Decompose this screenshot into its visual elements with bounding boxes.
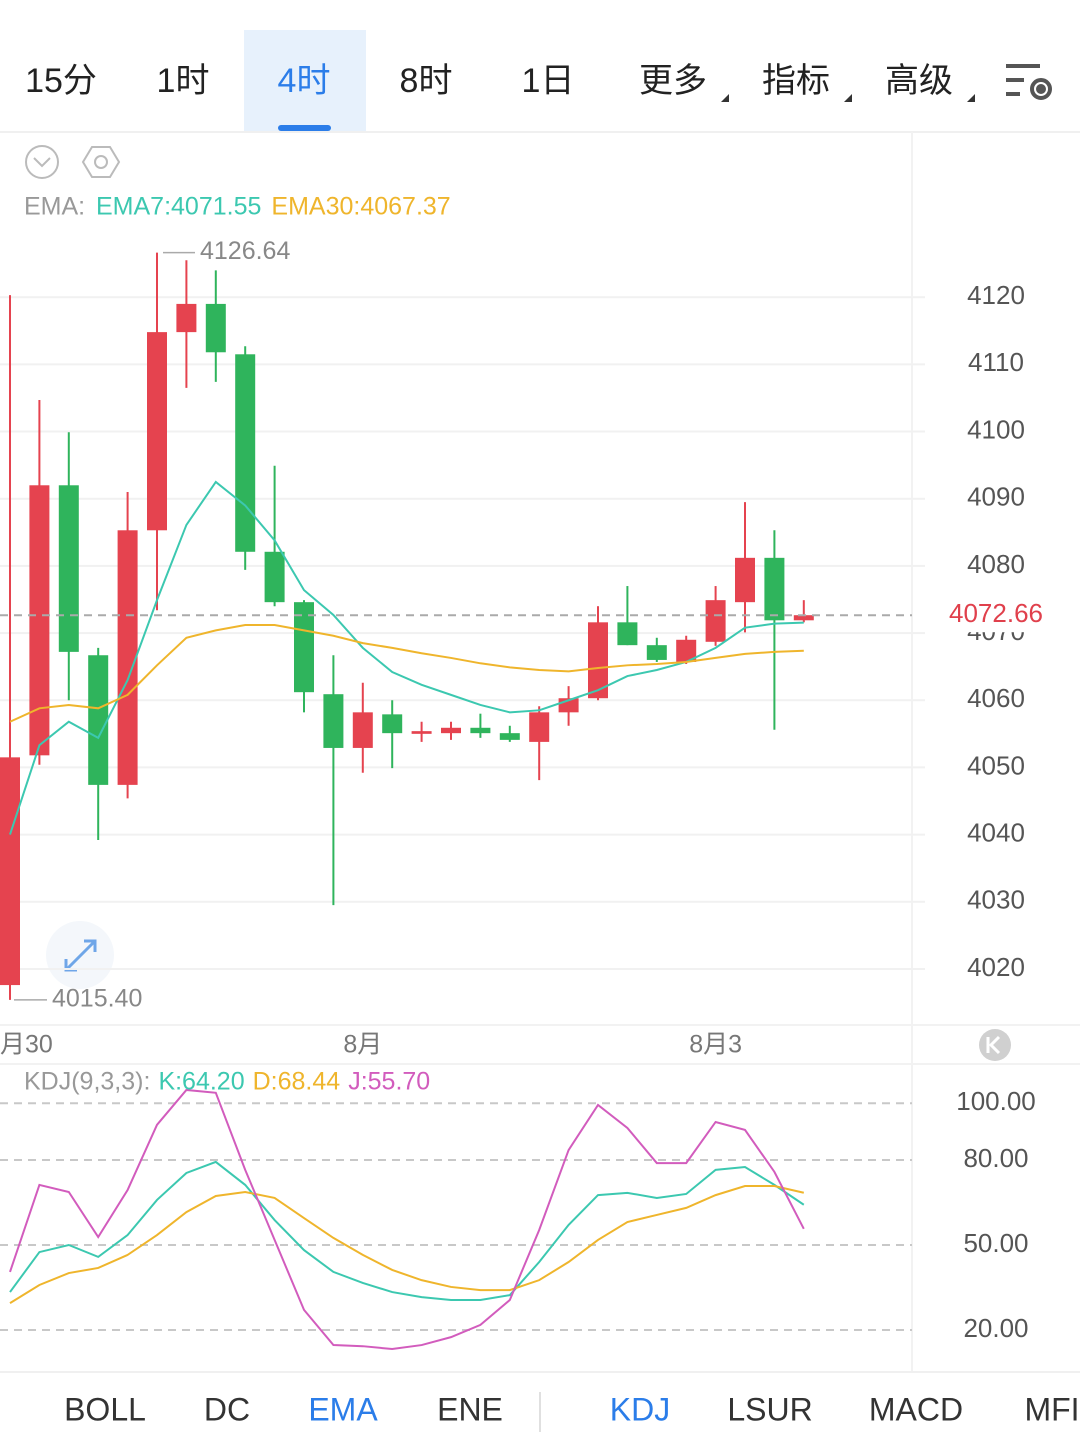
y-tick-label: 100.00 xyxy=(956,1086,1036,1116)
candle-body xyxy=(588,622,608,699)
candle-body xyxy=(264,551,285,603)
y-tick-label: 4110 xyxy=(968,347,1024,377)
candle-body xyxy=(117,530,138,785)
candle-body xyxy=(352,712,373,748)
settings-icon[interactable] xyxy=(1006,64,1052,100)
active-tab-underline xyxy=(278,125,331,131)
candle-body xyxy=(323,694,344,748)
timeframe-tab[interactable]: 指标 xyxy=(762,62,830,100)
candle-body xyxy=(470,727,491,734)
x-tick-label: 8月 xyxy=(343,1031,382,1059)
candle-body xyxy=(147,332,167,531)
candle-body xyxy=(382,714,403,734)
last-price-label: 4072.66 xyxy=(949,598,1043,628)
legend-entry: K:64.20 xyxy=(158,1068,244,1096)
candle-body xyxy=(235,354,256,552)
y-tick-label: 4090 xyxy=(967,482,1025,512)
timeframe-tab[interactable]: 高级 xyxy=(885,62,953,100)
candle-body xyxy=(0,757,20,986)
y-tick-label: 4100 xyxy=(967,414,1025,444)
y-tick-label: 80.00 xyxy=(963,1143,1028,1173)
dropdown-caret xyxy=(967,94,975,102)
timeframe-tab[interactable]: 4时 xyxy=(278,62,331,100)
last-price-bg xyxy=(925,598,1075,633)
ema-line xyxy=(9,480,804,835)
expand-icon[interactable] xyxy=(46,921,114,989)
indicator-tab[interactable]: KDJ xyxy=(610,1391,670,1427)
indicator-tab[interactable]: ENE xyxy=(437,1391,503,1427)
candle-body xyxy=(441,727,461,734)
candle-body xyxy=(294,602,314,693)
indicator-tab[interactable]: LSUR xyxy=(727,1391,812,1427)
dropdown-caret xyxy=(721,94,729,102)
x-tick-label: 8月3 xyxy=(689,1031,742,1059)
candle-body xyxy=(411,731,432,734)
y-tick-label: 4060 xyxy=(967,683,1025,713)
legend-entry: EMA30:4067.37 xyxy=(271,193,450,221)
candle-body xyxy=(646,645,667,660)
candle-body xyxy=(205,303,226,353)
indicator-tab[interactable]: DC xyxy=(204,1391,250,1427)
indicator-tab[interactable]: BOLL xyxy=(64,1391,146,1427)
legend-entry: J:55.70 xyxy=(348,1068,430,1096)
y-tick-label: 4080 xyxy=(967,549,1025,579)
min-label: 4015.40 xyxy=(52,984,142,1012)
candle-body xyxy=(499,733,520,740)
candle-body xyxy=(176,303,197,333)
indicator-label: EMA: xyxy=(24,193,85,221)
timeframe-tab[interactable]: 8时 xyxy=(400,62,453,100)
candle-body xyxy=(29,485,50,756)
collapse-icon[interactable] xyxy=(25,145,59,179)
candle-body xyxy=(735,557,755,603)
legend-entry: EMA7:4071.55 xyxy=(96,193,261,221)
candle-body xyxy=(617,622,638,646)
y-tick-label: 4020 xyxy=(967,952,1025,982)
y-tick-label: 4050 xyxy=(967,750,1025,780)
dropdown-caret xyxy=(844,94,852,102)
max-label: 4126.64 xyxy=(200,237,290,265)
settings-hex-icon[interactable] xyxy=(81,146,121,178)
timeframe-tab[interactable]: 1日 xyxy=(522,62,575,100)
timeframe-tab[interactable]: 15分 xyxy=(25,62,97,100)
y-tick-label: 4120 xyxy=(967,280,1025,310)
candle-body xyxy=(676,639,697,662)
timeframe-tab[interactable]: 更多 xyxy=(639,62,707,100)
kdj-line xyxy=(9,1088,805,1351)
timeframe-tab[interactable]: 1时 xyxy=(157,62,210,100)
candle-body xyxy=(88,655,109,785)
candle-body xyxy=(764,557,785,621)
indicator-tab[interactable]: MACD xyxy=(869,1391,963,1427)
indicator-title: KDJ(9,3,3): xyxy=(24,1068,150,1096)
back-to-latest-icon[interactable] xyxy=(979,1029,1011,1061)
candle-body xyxy=(529,712,550,742)
candle-body xyxy=(705,600,726,642)
legend-entry: D:68.44 xyxy=(253,1068,341,1096)
kdj-line xyxy=(9,1185,805,1304)
kdj-line xyxy=(9,1160,805,1301)
y-tick-label: 20.00 xyxy=(963,1313,1028,1343)
x-tick-label: 月30 xyxy=(0,1031,53,1059)
ema-line xyxy=(9,624,804,723)
y-tick-label: 4030 xyxy=(967,885,1025,915)
y-tick-label: 4040 xyxy=(967,817,1025,847)
active-tab-bg xyxy=(244,30,366,132)
indicator-tab[interactable]: EMA xyxy=(308,1391,378,1427)
candle-body xyxy=(793,615,814,621)
candle-body xyxy=(58,485,79,652)
y-tick-label: 50.00 xyxy=(963,1228,1028,1258)
indicator-tab[interactable]: MFI xyxy=(1024,1391,1079,1427)
